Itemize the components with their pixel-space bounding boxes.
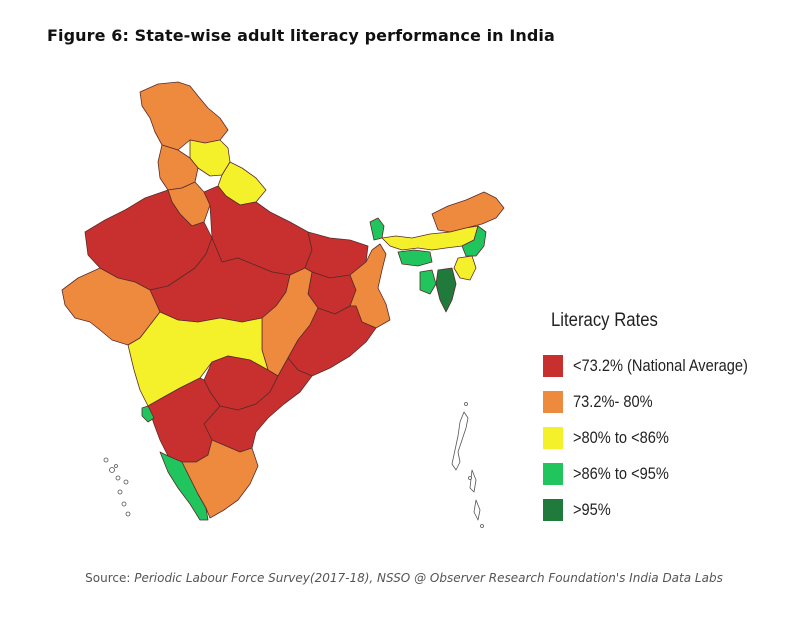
island-groups bbox=[103, 402, 484, 528]
legend-item-80-86: >80% to <86% bbox=[543, 420, 776, 456]
map-legend: Literacy Rates <73.2% (National Average)… bbox=[543, 310, 776, 528]
region-mizoram bbox=[435, 267, 457, 313]
legend-item-above-95: >95% bbox=[543, 492, 776, 528]
region-kerala bbox=[159, 451, 209, 521]
legend-item-73-80: 73.2%- 80% bbox=[543, 384, 776, 420]
region-sikkim bbox=[369, 217, 385, 241]
region-jammu-kashmir bbox=[139, 81, 229, 151]
source-caption: Source: Periodic Labour Force Survey(201… bbox=[0, 571, 808, 585]
legend-item-below-national-average: <73.2% (National Average) bbox=[543, 348, 776, 384]
source-prefix: Source: bbox=[85, 571, 135, 585]
legend-label: >80% to <86% bbox=[573, 428, 669, 447]
region-tripura bbox=[419, 269, 437, 295]
legend-swatch bbox=[543, 391, 563, 413]
legend-swatch bbox=[543, 499, 563, 521]
legend-swatch bbox=[543, 463, 563, 485]
legend-swatch bbox=[543, 355, 563, 377]
legend-swatch bbox=[543, 427, 563, 449]
legend-title: Literacy Rates bbox=[551, 310, 658, 331]
region-goa bbox=[141, 405, 155, 423]
region-karnataka bbox=[147, 377, 221, 463]
region-odisha bbox=[287, 305, 377, 377]
figure-title: Figure 6: State-wise adult literacy perf… bbox=[47, 26, 555, 45]
region-manipur bbox=[453, 255, 477, 281]
legend-label: <73.2% (National Average) bbox=[573, 356, 748, 375]
region-nagaland bbox=[461, 225, 487, 257]
legend-label: >95% bbox=[573, 500, 611, 519]
legend-label: 73.2%- 80% bbox=[573, 392, 653, 411]
region-west-bengal bbox=[349, 243, 391, 329]
legend-label: >86% to <95% bbox=[573, 464, 669, 483]
legend-item-86-95: >86% to <95% bbox=[543, 456, 776, 492]
region-tamil-nadu bbox=[181, 439, 259, 519]
source-body: Periodic Labour Force Survey(2017-18), N… bbox=[134, 571, 723, 585]
region-arunachal-pradesh bbox=[431, 191, 505, 233]
region-meghalaya bbox=[397, 249, 433, 267]
